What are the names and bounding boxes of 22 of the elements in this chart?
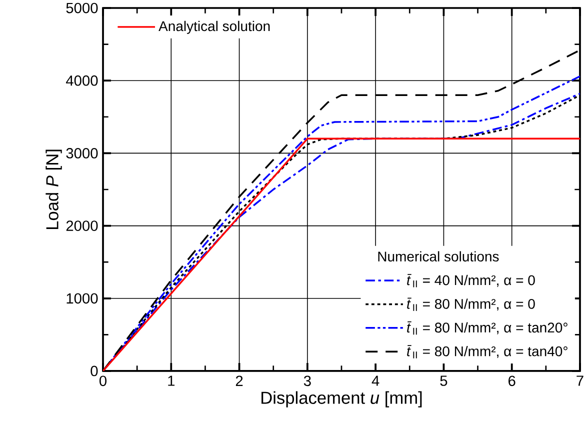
y-axis-title: Load P [N] (46, 150, 62, 230)
y-tick-label: 2000 (66, 220, 98, 231)
x-tick-label: 7 (576, 376, 584, 386)
x-tick-label: 3 (304, 376, 311, 386)
x-tick-label: 4 (372, 376, 380, 386)
y-tick-label: 1000 (66, 293, 98, 304)
x-tick-label: 6 (508, 376, 516, 386)
legend-label: t̄$_{II}$ = 80 N/mm², α = 0 (407, 298, 535, 311)
x-tick-label: 2 (236, 376, 243, 386)
x-tick-label: 0 (99, 376, 106, 386)
y-tick-label: 5000 (66, 2, 98, 14)
y-tick-label: 0 (90, 366, 98, 376)
y-tick-label: 3000 (66, 148, 98, 158)
legend-title: Numerical solutions (378, 251, 499, 262)
x-axis-title: Displacement u [mm] (262, 391, 422, 408)
legend-label: t̄$_{II}$ = 80 N/mm², α = tan20° (407, 321, 568, 335)
y-tick-label: 4000 (66, 75, 98, 86)
legend-label: t̄$_{II}$ = 40 N/mm², α = 0 (407, 274, 535, 288)
legend-label: t̄$_{II}$ = 80 N/mm², α = tan40° (407, 345, 568, 358)
legend-label: Analytical solution (158, 20, 270, 34)
x-tick-label: 5 (440, 376, 448, 386)
x-tick-label: 1 (168, 376, 175, 386)
